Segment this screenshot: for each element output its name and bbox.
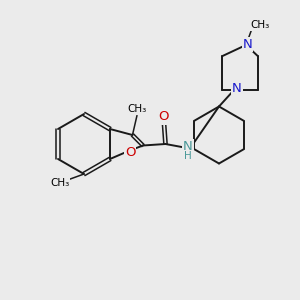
Text: O: O [159,110,169,124]
Text: N: N [183,140,193,153]
Text: O: O [125,146,135,159]
Text: H: H [184,151,192,161]
Text: CH₃: CH₃ [50,178,70,188]
Text: CH₃: CH₃ [128,104,147,115]
Text: CH₃: CH₃ [251,20,270,31]
Text: N: N [243,38,252,51]
Text: N: N [232,82,242,95]
